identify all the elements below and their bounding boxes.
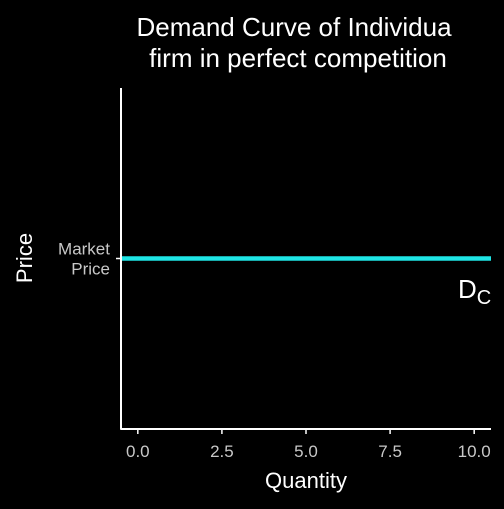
chart-title-line-2: firm in perfect competition xyxy=(149,43,447,73)
x-tick-label: 7.5 xyxy=(378,442,402,461)
demand-curve-label-main: D xyxy=(458,274,477,304)
x-tick-label: 5.0 xyxy=(294,442,318,461)
chart-title-line-1: Demand Curve of Individua xyxy=(136,12,452,42)
y-tick-label: Market Price xyxy=(58,240,110,279)
x-tick-label: 2.5 xyxy=(210,442,234,461)
x-tick-label: 10.0 xyxy=(458,442,491,461)
x-ticks: 0.0 2.5 5.0 7.5 10.0 xyxy=(126,429,491,461)
y-axis-label: Price xyxy=(12,233,37,283)
y-tick-label-line: Price xyxy=(71,260,110,279)
demand-curve-label: DC xyxy=(458,274,491,309)
demand-curve-label-subscript: C xyxy=(477,287,491,309)
plot-series: DC xyxy=(122,256,491,309)
y-tick-label-line: Market xyxy=(58,240,110,259)
x-axis-label: Quantity xyxy=(265,468,347,493)
y-ticks: Market Price xyxy=(58,240,121,279)
x-tick-label: 0.0 xyxy=(126,442,150,461)
